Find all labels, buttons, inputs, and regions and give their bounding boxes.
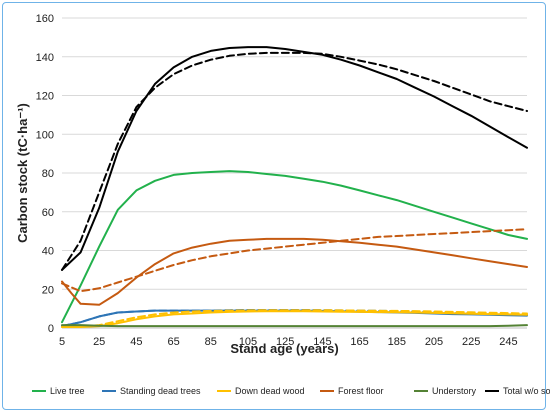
y-tick-label: 140 <box>36 52 54 64</box>
x-tick-label: 225 <box>462 336 480 348</box>
y-tick-label: 120 <box>36 91 54 103</box>
y-tick-label: 100 <box>36 129 54 141</box>
legend-label-down-dead-wood: Down dead wood <box>235 386 305 396</box>
x-tick-label: 125 <box>276 336 294 348</box>
x-axis-title: Stand age (years) <box>230 341 338 356</box>
x-tick-label: 5 <box>59 336 65 348</box>
legend-label-forest-floor: Forest floor <box>338 386 384 396</box>
y-tick-label: 80 <box>42 168 54 180</box>
x-tick-label: 185 <box>388 336 406 348</box>
series-line-down-dead-wood-dashed <box>61 309 528 328</box>
series-line-forest-floor-dashed <box>61 228 528 293</box>
x-tick-label: 45 <box>130 336 142 348</box>
x-tick-label: 245 <box>499 336 517 348</box>
y-tick-label: 0 <box>48 323 54 335</box>
y-tick-label: 20 <box>42 284 54 296</box>
series-line-understory <box>61 324 528 328</box>
x-tick-label: 25 <box>93 336 105 348</box>
x-tick-label: 65 <box>167 336 179 348</box>
chart-frame <box>2 2 546 410</box>
x-tick-label: 105 <box>239 336 257 348</box>
legend-label-understory: Understory <box>432 386 477 396</box>
series-line-total-w-o-soil <box>61 46 528 271</box>
legend-label-live-tree: Live tree <box>50 386 85 396</box>
series-line-total-w-o-soil-dashed <box>61 51 528 271</box>
y-tick-label: 40 <box>42 246 54 258</box>
legend-label-standing-dead-trees: Standing dead trees <box>120 386 201 396</box>
legend-label-total-w-o-soil: Total w/o soil <box>503 386 550 396</box>
series-line-down-dead-wood <box>61 310 528 328</box>
y-tick-label: 60 <box>42 207 54 219</box>
y-tick-label: 160 <box>36 13 54 25</box>
x-tick-label: 205 <box>425 336 443 348</box>
x-tick-label: 85 <box>205 336 217 348</box>
series-line-live-tree <box>61 170 528 324</box>
series-line-forest-floor <box>61 237 528 306</box>
x-tick-label: 165 <box>350 336 368 348</box>
y-axis-title: Carbon stock (tC·ha⁻¹) <box>15 103 30 243</box>
x-tick-label: 145 <box>313 336 331 348</box>
